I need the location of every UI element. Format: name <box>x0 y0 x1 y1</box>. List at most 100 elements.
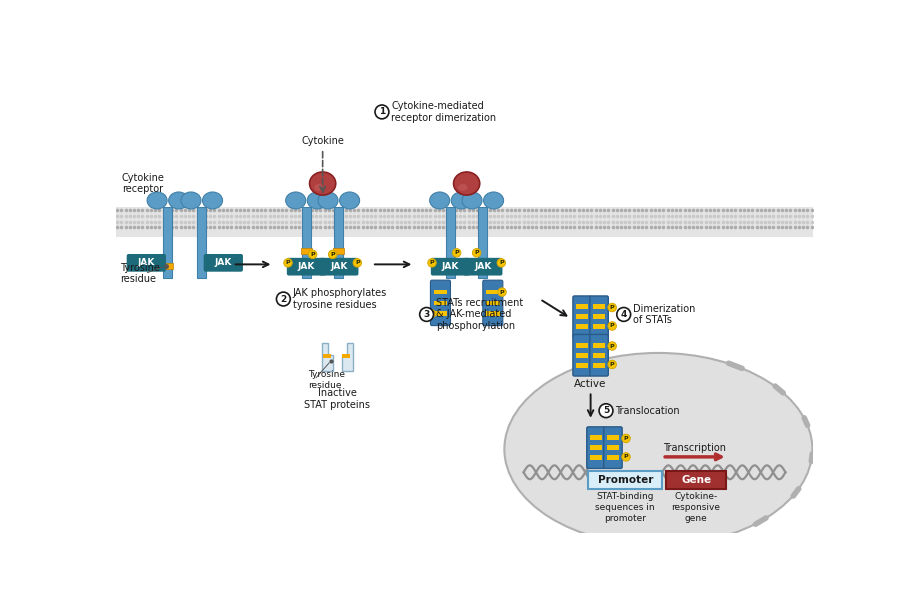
Ellipse shape <box>340 192 360 209</box>
FancyBboxPatch shape <box>587 427 605 468</box>
Ellipse shape <box>458 184 467 191</box>
Text: P: P <box>499 261 504 265</box>
Ellipse shape <box>454 172 479 195</box>
Text: Gene: Gene <box>681 475 711 485</box>
Text: JAK: JAK <box>298 262 315 271</box>
Bar <box>593 314 605 319</box>
Text: P: P <box>623 436 629 441</box>
Circle shape <box>622 434 631 443</box>
Bar <box>593 325 605 329</box>
Circle shape <box>617 307 631 321</box>
FancyBboxPatch shape <box>573 296 592 337</box>
Text: Promoter: Promoter <box>598 475 653 485</box>
Bar <box>576 363 588 368</box>
Bar <box>302 207 311 279</box>
Circle shape <box>328 250 337 259</box>
Bar <box>301 248 312 255</box>
Text: Inactive
STAT proteins: Inactive STAT proteins <box>304 388 371 410</box>
Text: Translocation: Translocation <box>615 406 680 416</box>
Bar <box>434 301 448 305</box>
Bar <box>607 435 619 440</box>
Text: P: P <box>331 252 335 257</box>
Circle shape <box>608 360 616 369</box>
Ellipse shape <box>181 192 201 209</box>
Text: 2: 2 <box>280 295 286 304</box>
Bar <box>342 353 350 358</box>
FancyBboxPatch shape <box>590 296 608 337</box>
Text: P: P <box>610 323 614 328</box>
Text: P: P <box>610 343 614 349</box>
Text: P: P <box>475 250 479 255</box>
Bar <box>607 445 619 450</box>
Text: 4: 4 <box>621 310 627 319</box>
Ellipse shape <box>484 192 504 209</box>
Ellipse shape <box>505 353 813 546</box>
Bar <box>116 207 814 237</box>
Text: 3: 3 <box>423 310 429 319</box>
Circle shape <box>427 310 436 318</box>
Circle shape <box>276 292 290 306</box>
Text: Tyrosine
residue: Tyrosine residue <box>308 370 345 389</box>
Bar <box>666 471 726 489</box>
Ellipse shape <box>310 172 336 195</box>
Text: Transcription: Transcription <box>663 443 726 453</box>
Circle shape <box>608 342 616 350</box>
Bar <box>576 353 588 358</box>
Bar <box>593 353 605 358</box>
FancyBboxPatch shape <box>287 258 326 276</box>
Circle shape <box>608 322 616 330</box>
Text: P: P <box>623 455 629 459</box>
Text: STAT-binding
sequences in
promoter: STAT-binding sequences in promoter <box>595 492 655 523</box>
Ellipse shape <box>147 192 167 209</box>
Text: P: P <box>311 252 315 257</box>
Text: STATs recruitment
& JAK-mediated
phosphorylation: STATs recruitment & JAK-mediated phospho… <box>436 298 523 331</box>
Bar <box>576 325 588 329</box>
FancyBboxPatch shape <box>431 258 470 276</box>
Text: Cytokine-mediated
receptor dimerization: Cytokine-mediated receptor dimerization <box>391 101 496 123</box>
FancyBboxPatch shape <box>319 258 359 276</box>
Circle shape <box>497 259 506 267</box>
Bar <box>163 207 172 279</box>
Text: 5: 5 <box>602 406 609 415</box>
Text: Dimerization
of STATs: Dimerization of STATs <box>633 304 695 325</box>
Text: JAK: JAK <box>442 262 459 271</box>
Ellipse shape <box>429 192 449 209</box>
Bar <box>486 301 500 305</box>
FancyBboxPatch shape <box>204 254 243 272</box>
FancyBboxPatch shape <box>483 280 503 326</box>
Ellipse shape <box>451 192 471 209</box>
Bar <box>478 207 487 279</box>
Circle shape <box>497 288 506 297</box>
Ellipse shape <box>285 192 305 209</box>
Circle shape <box>428 259 436 267</box>
Text: Cytokine
receptor: Cytokine receptor <box>121 173 165 194</box>
Bar <box>334 207 343 279</box>
Text: P: P <box>355 261 360 265</box>
Bar <box>590 445 602 450</box>
Circle shape <box>599 404 613 418</box>
Text: JAK: JAK <box>215 258 232 267</box>
Circle shape <box>353 259 361 267</box>
Circle shape <box>375 105 389 119</box>
Bar <box>486 290 500 295</box>
Text: P: P <box>500 289 505 295</box>
Bar <box>323 353 331 358</box>
Ellipse shape <box>169 192 188 209</box>
Text: JAK: JAK <box>474 262 491 271</box>
Ellipse shape <box>318 192 338 209</box>
Ellipse shape <box>203 192 223 209</box>
Circle shape <box>608 303 616 311</box>
Text: Tyrosine
residue: Tyrosine residue <box>120 263 160 285</box>
Bar <box>593 304 605 309</box>
FancyBboxPatch shape <box>463 258 503 276</box>
Ellipse shape <box>314 184 323 191</box>
FancyBboxPatch shape <box>590 334 608 376</box>
Text: JAK phosphorylates
tyrosine residues: JAK phosphorylates tyrosine residues <box>293 288 387 310</box>
Bar <box>588 471 662 489</box>
Bar <box>162 263 173 269</box>
Text: Active: Active <box>574 379 607 389</box>
Bar <box>593 343 605 347</box>
Bar <box>576 314 588 319</box>
Ellipse shape <box>462 192 482 209</box>
Bar <box>576 343 588 347</box>
